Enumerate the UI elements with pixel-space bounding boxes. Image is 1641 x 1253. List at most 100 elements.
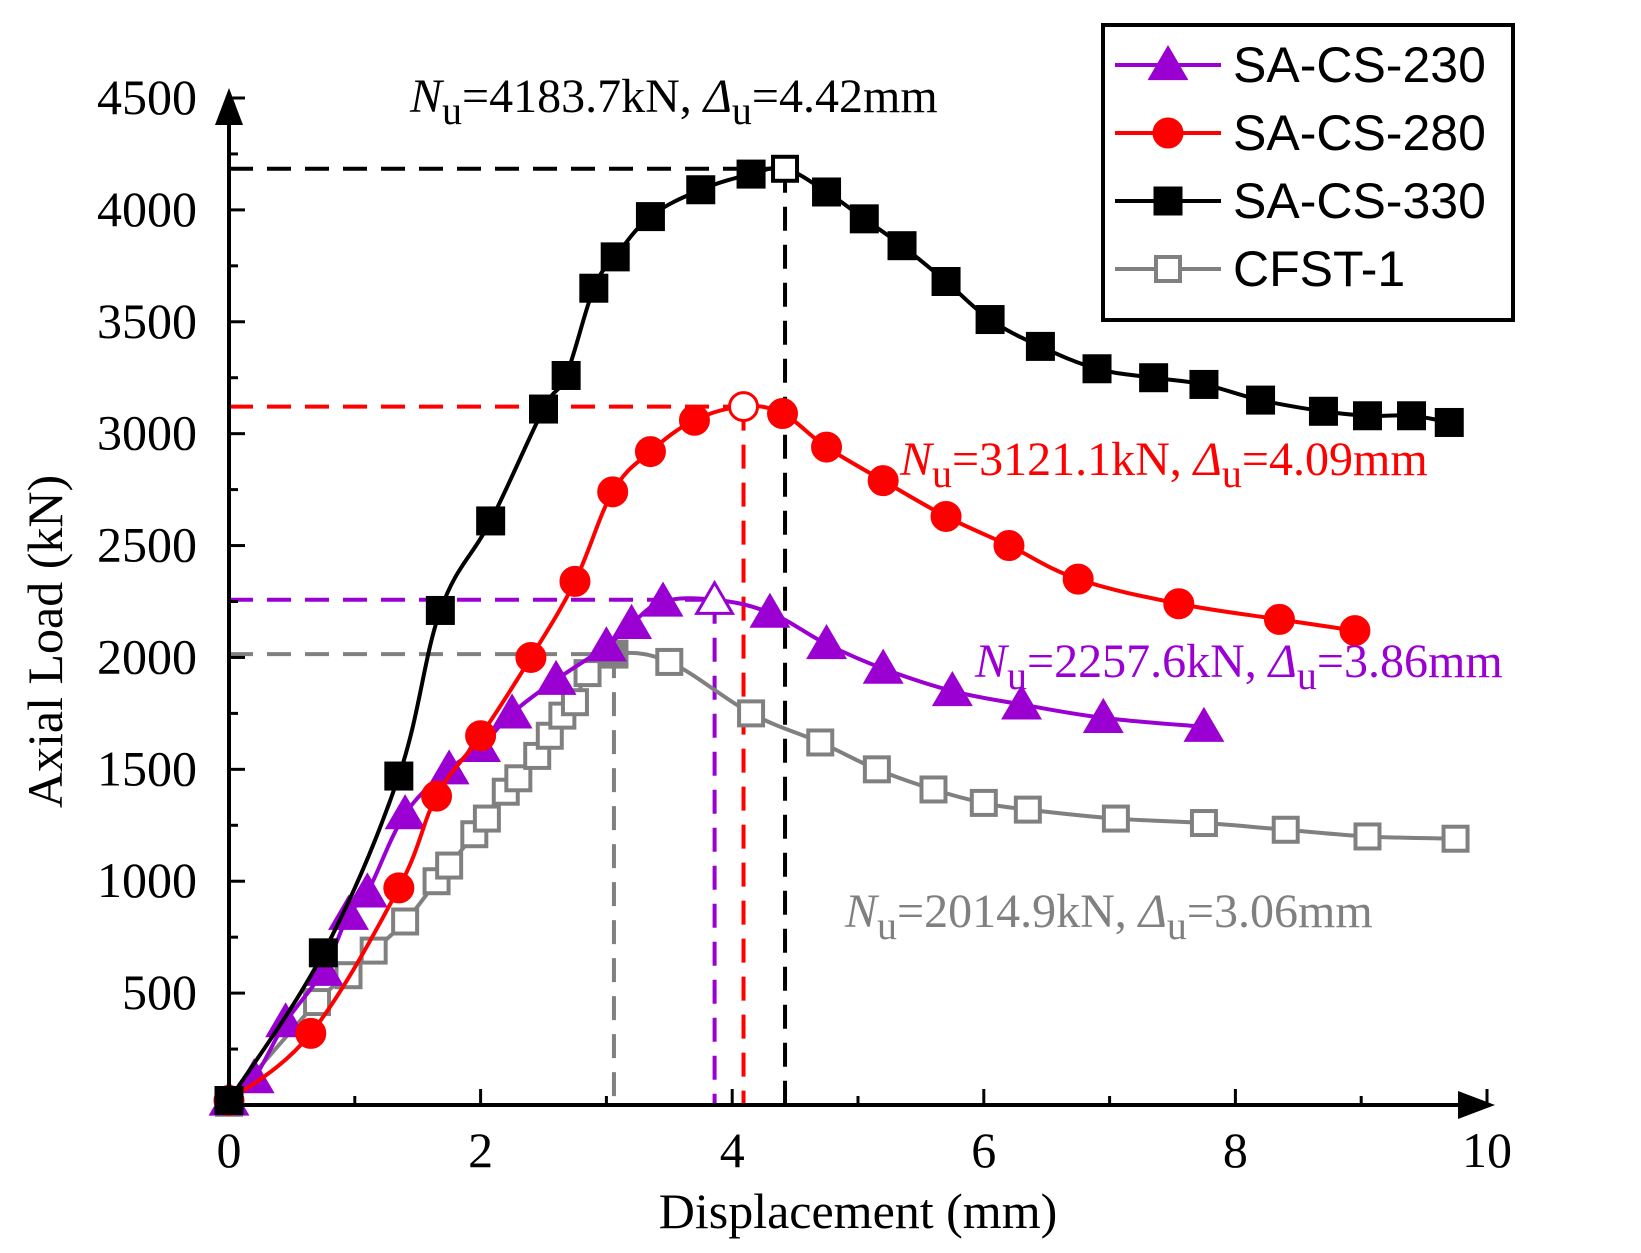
data-point-sa-cs-280 [515, 641, 547, 673]
data-point-cfst-1 [1013, 795, 1042, 824]
y-tick-label: 500 [122, 964, 197, 1020]
annotation-delta-symbol: Δ [1267, 635, 1297, 688]
legend-marker [1147, 45, 1189, 81]
x-axis-title: Displacement (mm) [659, 1183, 1058, 1239]
data-point-sa-cs-280 [465, 720, 497, 752]
annotation-delta-symbol: Δ [1192, 433, 1222, 486]
legend-label: SA-CS-330 [1233, 173, 1486, 229]
data-point-sa-cs-330 [887, 231, 917, 261]
axes: 0 2 4 6 8 10 500 1000 1500 2000 2500 3000 3500 4000 45… [17, 69, 1512, 1239]
annotation-delta-symbol: Δ [1137, 885, 1167, 938]
data-point-sa-cs-230 [862, 648, 904, 684]
series-group [208, 154, 1470, 1117]
data-point-sa-cs-330 [579, 273, 609, 303]
y-tick-label: 2000 [97, 628, 197, 684]
data-point-sa-cs-330 [384, 761, 414, 791]
annotation-load-value: =2257.6kN, [1027, 635, 1269, 688]
data-point-sa-cs-280-peak [728, 391, 760, 423]
data-point-sa-cs-230 [1082, 697, 1124, 733]
x-tick-label: 10 [1462, 1122, 1512, 1178]
data-point-sa-cs-230 [535, 659, 577, 695]
data-point-sa-cs-280 [383, 872, 415, 904]
data-point-sa-cs-230 [585, 626, 627, 662]
annotation-delta-subscript: u [1297, 653, 1317, 698]
data-point-cfst-1 [1353, 822, 1382, 851]
data-point-sa-cs-330 [1025, 331, 1055, 361]
data-point-cfst-1 [504, 764, 533, 793]
data-point-sa-cs-330 [686, 175, 716, 205]
legend-item-cfst-1: CFST-1 [1115, 241, 1405, 297]
legend-label: CFST-1 [1233, 241, 1405, 297]
data-point-sa-cs-280 [559, 565, 591, 597]
data-point-sa-cs-280 [678, 404, 710, 436]
y-axis-arrow [215, 88, 243, 125]
annotation-n-symbol: N [974, 635, 1010, 688]
data-point-sa-cs-330 [1308, 396, 1338, 426]
data-point-sa-cs-330 [308, 938, 338, 968]
x-tick-label: 8 [1223, 1122, 1248, 1178]
data-point-sa-cs-280 [634, 436, 666, 468]
y-tick-label: 4000 [97, 181, 197, 237]
y-tick-label: 4500 [97, 69, 197, 125]
data-point-sa-cs-330 [476, 506, 506, 536]
x-tick-label: 0 [217, 1122, 242, 1178]
data-point-sa-cs-330 [1189, 369, 1219, 399]
annotation-delta-subscript: u [1222, 451, 1242, 496]
data-point-sa-cs-230 [1183, 706, 1225, 742]
peak-annotation-sa-cs-230: Nu=2257.6kN, Δu=3.86mm [974, 635, 1503, 698]
data-point-sa-cs-230 [384, 794, 426, 830]
y-tick-label: 3000 [97, 405, 197, 461]
data-point-cfst-1 [862, 755, 891, 784]
legend-marker [1154, 255, 1182, 283]
annotation-displacement-value: =4.42mm [752, 70, 938, 123]
peak-guide-lines [229, 166, 788, 1105]
annotation-n-subscript: u [932, 451, 952, 496]
data-point-sa-cs-330-peak [771, 154, 800, 183]
data-point-cfst-1 [1189, 809, 1218, 838]
data-point-sa-cs-330 [1139, 363, 1169, 393]
y-tick-label: 3500 [97, 293, 197, 349]
data-point-sa-cs-330 [1434, 407, 1464, 437]
data-point-sa-cs-330 [551, 360, 581, 390]
data-point-sa-cs-280 [767, 398, 799, 430]
data-point-sa-cs-330 [849, 204, 879, 234]
data-point-sa-cs-330 [812, 177, 842, 207]
data-point-cfst-1 [969, 788, 998, 817]
data-point-sa-cs-230 [611, 603, 653, 639]
data-point-cfst-1 [806, 728, 835, 757]
annotation-n-subscript: u [1007, 653, 1027, 698]
x-tick-label: 4 [720, 1122, 745, 1178]
annotation-delta-subscript: u [732, 88, 752, 133]
data-point-sa-cs-280 [1163, 588, 1195, 620]
data-point-sa-cs-230 [642, 581, 684, 617]
data-point-sa-cs-280 [1062, 563, 1094, 595]
annotation-load-value: =2014.9kN, [897, 885, 1139, 938]
data-point-cfst-1 [435, 851, 464, 880]
series-line-sa-cs-280 [227, 404, 1356, 1103]
data-point-sa-cs-330 [1246, 385, 1276, 415]
data-point-cfst-1 [1101, 804, 1130, 833]
y-tick-label: 1000 [97, 852, 197, 908]
x-tick-label: 6 [971, 1122, 996, 1178]
data-point-sa-cs-230 [491, 693, 533, 729]
data-point-cfst-1 [472, 804, 501, 833]
data-point-sa-cs-230 [346, 872, 388, 908]
peak-annotation-sa-cs-280: Nu=3121.1kN, Δu=4.09mm [899, 433, 1428, 496]
data-point-sa-cs-280 [295, 1017, 327, 1049]
legend-label: SA-CS-230 [1233, 37, 1486, 93]
data-point-sa-cs-230-peak [694, 579, 736, 615]
data-point-cfst-1 [1271, 815, 1300, 844]
data-point-sa-cs-330 [931, 266, 961, 296]
data-point-sa-cs-330 [425, 595, 455, 625]
data-point-sa-cs-330 [1352, 401, 1382, 431]
legend: SA-CS-230 SA-CS-280 SA-CS-330 CFST-1 [1101, 23, 1515, 322]
annotation-n-symbol: N [844, 885, 880, 938]
peak-annotation-cfst-1: Nu=2014.9kN, Δu=3.06mm [844, 885, 1373, 948]
data-point-sa-cs-280 [1263, 603, 1295, 635]
peak-annotation-sa-cs-330: Nu=4183.7kN, Δu=4.42mm [409, 70, 938, 133]
data-point-sa-cs-230 [931, 671, 973, 707]
series-sa-cs-330 [214, 154, 1464, 1116]
x-axis-arrow [1458, 1091, 1495, 1119]
